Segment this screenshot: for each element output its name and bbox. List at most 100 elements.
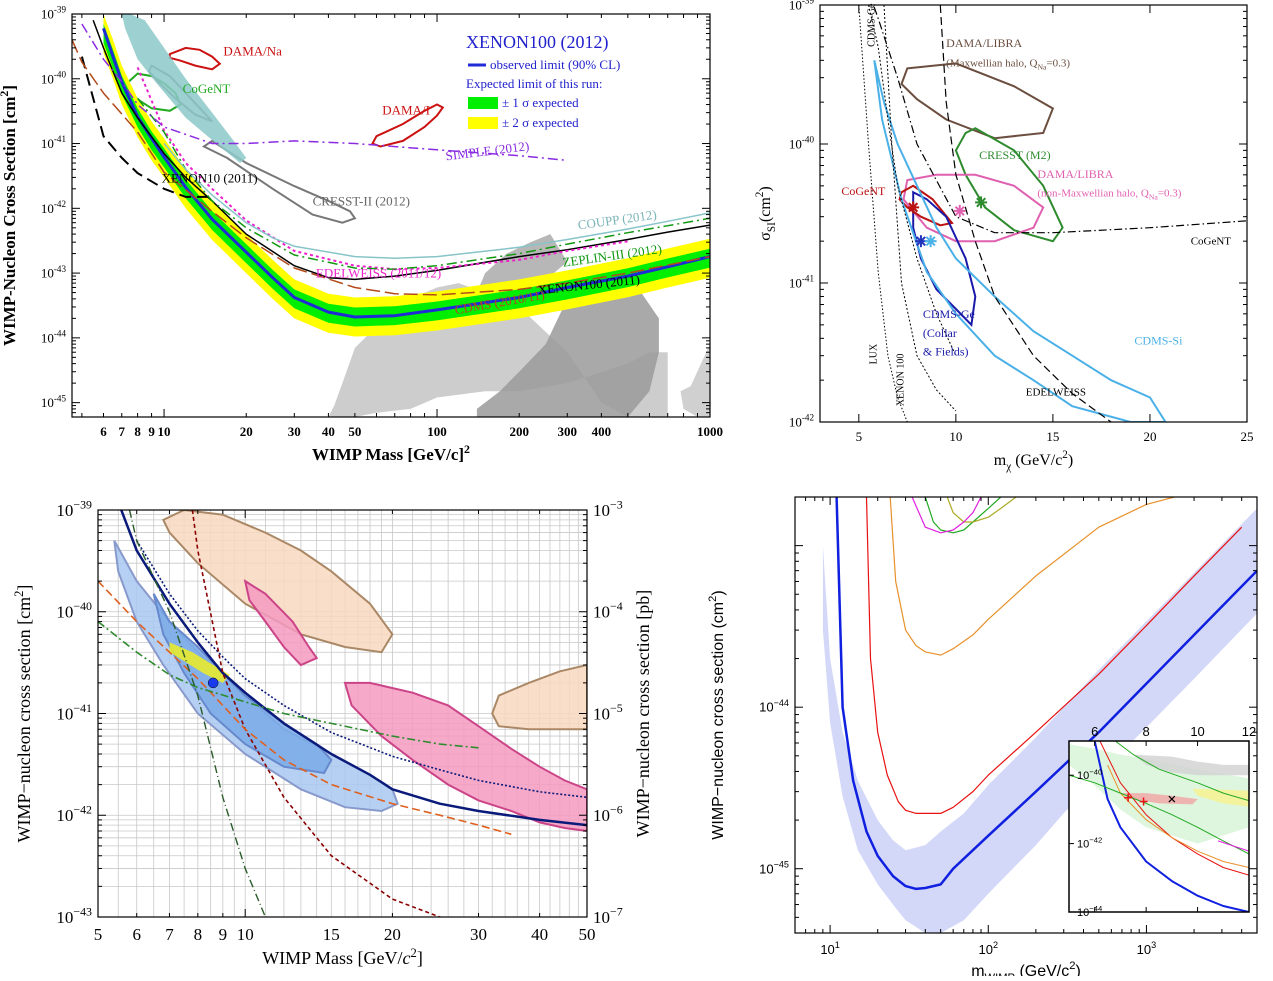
legend-observed: observed limit (90% CL) [490, 57, 620, 72]
annotation-text: XENON 100 [895, 354, 906, 407]
annotation-text: DAMA/LIBRA [1037, 167, 1113, 181]
annotation-label: CRESST (M2) [979, 148, 1050, 162]
tick-exponent: −39 [73, 497, 92, 511]
x-tick-label: 30 [470, 925, 487, 944]
tick-base: 10 [789, 0, 802, 13]
data-point [953, 204, 966, 217]
x-tick-label: 15 [323, 925, 340, 944]
annotation-label: DAMA/Na [223, 43, 282, 58]
tick-exponent: −43 [73, 904, 92, 918]
tick-base: 10 [41, 136, 54, 151]
inset-x-tick-label: 6 [1091, 724, 1098, 739]
annotation-text: XENON10 (2011) [162, 171, 258, 186]
x-axis-title: mWIMP (GeV/c2) [971, 960, 1081, 976]
inset-x-tick-label: 12 [1242, 724, 1256, 739]
tick-exponent: −41 [73, 701, 92, 715]
x-tick-label: 5 [856, 429, 863, 444]
x-title-text: ) [1068, 452, 1073, 469]
tick-exponent: 1 [835, 940, 840, 950]
x-tick-label: 10 [158, 424, 171, 439]
x-tick-label: 30 [288, 424, 301, 439]
y-title-sub: SI [766, 222, 778, 232]
series-line [858, 5, 908, 422]
chart-p3: 10−43 10−710−42 10−610−41 10−510−40 10−410−3… [12, 497, 653, 968]
tick-base: 10 [56, 806, 73, 825]
annotation-text: DAMA/I [382, 103, 430, 118]
x-tick-label: 20 [240, 424, 253, 439]
annotation-text: CDMS-Ge [923, 307, 975, 321]
x-title-text: (GeV/c [1015, 452, 1062, 469]
inset-x-tick-label: 10 [1190, 724, 1204, 739]
annotation-text: CoGeNT [1191, 235, 1232, 247]
annotation-text: SIMPLE (2012) [445, 138, 530, 163]
annotation-text: CoGeNT [183, 81, 231, 96]
tick-exponent: -39 [802, 0, 815, 6]
inset-x-tick-label: 8 [1143, 724, 1150, 739]
region-contour [902, 173, 1045, 243]
x-tick-label: 102 [979, 940, 999, 957]
y2-tick-label: 10−4 [593, 599, 623, 622]
tick-exponent: −44 [1089, 904, 1103, 913]
y2-tick-label: 10−7 [593, 904, 623, 927]
region-contour [152, 593, 333, 775]
annotation-text: CRESST-II (2012) [313, 194, 410, 209]
annotation-text: LUX [868, 343, 879, 364]
tick-exponent: -41 [802, 274, 814, 284]
annotation-label: SIMPLE (2012) [445, 138, 530, 163]
tick-exponent: −4 [610, 599, 623, 613]
annotation-text: CoGeNT [841, 184, 886, 198]
series-line [136, 540, 587, 799]
annotation-text: (non-Maxwellian halo, Q [1037, 187, 1149, 199]
annotation-text: DAMA/Na [223, 43, 282, 58]
x-tick-label: 200 [509, 424, 529, 439]
annotation-text: =0.3) [1046, 58, 1070, 70]
series-line [98, 580, 512, 836]
x-tick-label: 100 [427, 424, 447, 439]
tick-exponent: -44 [54, 329, 67, 339]
x-title-text: (GeV/c [1019, 963, 1069, 976]
tick-exponent: -39 [54, 5, 67, 15]
tick-base: 10 [789, 276, 802, 291]
x-title-text: m [994, 452, 1007, 469]
plot-frame [819, 4, 1248, 423]
region-contour [476, 234, 568, 293]
y-tick-label: 10−44 [759, 698, 789, 715]
y-tick-label: 10-41 [789, 274, 814, 291]
legend-title: XENON100 (2012) [466, 32, 608, 53]
annotation-label: LUX [868, 343, 879, 364]
data-point [924, 235, 937, 248]
y-tick-label: 10-40 [789, 135, 815, 152]
annotation-label: EDELWEISS [1026, 387, 1086, 399]
data-point [1124, 793, 1133, 802]
x-tick-label: 20 [384, 925, 401, 944]
annotation-sub: Na [1149, 192, 1159, 201]
tick-exponent: −3 [610, 497, 623, 511]
x-axis-title: mχ (GeV/c2) [994, 449, 1073, 473]
y-title-sup: 2 [0, 91, 11, 97]
tick-exponent: -40 [802, 135, 815, 145]
y-tick-label: 10-39 [789, 0, 815, 13]
series-line [80, 56, 213, 198]
inset-frame [1068, 740, 1250, 913]
tick-base: 10 [789, 137, 802, 152]
x-axis: 5 10 15 20 25 [856, 5, 1254, 444]
region-contour [121, 14, 247, 163]
annotation-text: EDELWEISS [1026, 387, 1086, 399]
x-title-text: WIMP Mass [GeV/c [312, 445, 459, 464]
annotation-label: CDMS-Ge [923, 307, 975, 321]
x-tick-label: 40 [531, 925, 548, 944]
annotation-text: & Fields) [923, 345, 969, 359]
data-point [207, 677, 219, 689]
y-tick-label: 10-40 [41, 69, 67, 86]
marker-stroke [1168, 795, 1176, 803]
y-tick-label: 10-42 [41, 199, 67, 216]
x-axis: 5 6 7 8 9 10 15 20 30 40 50 [94, 510, 596, 944]
series-line [835, 497, 1257, 891]
x-tick-label: 40 [322, 424, 335, 439]
annotation-text: COUPP (2012) [577, 207, 658, 233]
x-tick-label: 9 [148, 424, 155, 439]
series-line [163, 143, 710, 259]
